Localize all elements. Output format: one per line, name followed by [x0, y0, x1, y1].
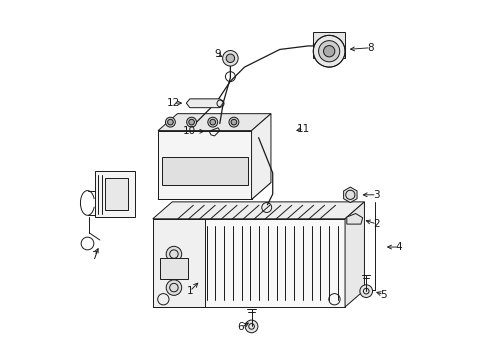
Text: 12: 12 [166, 98, 180, 108]
Polygon shape [343, 187, 356, 203]
Circle shape [222, 50, 238, 66]
Circle shape [188, 119, 194, 125]
Circle shape [228, 117, 238, 127]
Polygon shape [186, 99, 223, 108]
Polygon shape [158, 131, 251, 199]
Circle shape [225, 54, 234, 63]
Text: 5: 5 [380, 290, 386, 300]
Polygon shape [152, 219, 204, 307]
Circle shape [359, 285, 372, 297]
Circle shape [209, 119, 215, 125]
Text: 10: 10 [183, 126, 196, 136]
Polygon shape [346, 213, 362, 224]
Polygon shape [158, 114, 270, 131]
Circle shape [244, 320, 257, 333]
Text: 3: 3 [373, 190, 379, 200]
Text: 7: 7 [91, 251, 98, 261]
Polygon shape [152, 202, 364, 219]
Bar [160, 258, 188, 279]
Polygon shape [345, 202, 364, 307]
Text: 2: 2 [373, 219, 379, 229]
Text: 8: 8 [367, 43, 373, 53]
Circle shape [165, 117, 175, 127]
Bar [105, 178, 128, 210]
Circle shape [318, 41, 339, 62]
Polygon shape [158, 183, 270, 199]
Circle shape [323, 46, 334, 57]
Polygon shape [313, 32, 345, 58]
Text: 4: 4 [395, 242, 402, 252]
Text: 9: 9 [214, 49, 221, 59]
Circle shape [167, 119, 173, 125]
Polygon shape [152, 219, 345, 307]
Bar [94, 171, 135, 217]
Circle shape [166, 280, 182, 295]
Text: 1: 1 [186, 286, 193, 296]
Polygon shape [251, 114, 270, 199]
Bar [161, 157, 247, 185]
Circle shape [166, 246, 182, 262]
Text: 11: 11 [297, 124, 310, 134]
Circle shape [207, 117, 217, 127]
Circle shape [186, 117, 196, 127]
Text: 6: 6 [237, 323, 244, 333]
Circle shape [313, 35, 345, 67]
Circle shape [231, 119, 236, 125]
